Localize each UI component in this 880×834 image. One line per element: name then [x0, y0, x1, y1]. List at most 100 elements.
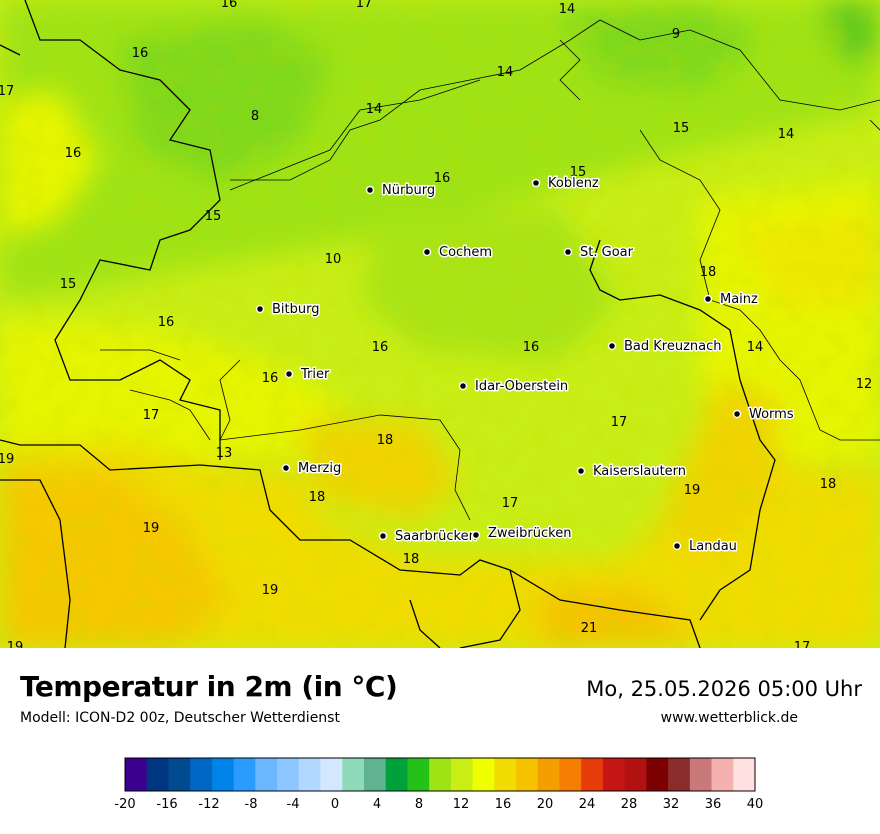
temperature-label: 18 [377, 433, 394, 448]
legend-swatch [646, 758, 669, 791]
svg-text:Worms: Worms [749, 407, 794, 422]
city-idar-oberstein[interactable]: Idar-Oberstein [458, 378, 570, 396]
legend-tick-label: 36 [705, 797, 722, 812]
temperature-label: 17 [143, 408, 160, 423]
city-markers: Nürburg Koblenz Cochem St. Goar Mainz Bi… [255, 175, 795, 556]
city-bad-kreuznach[interactable]: Bad Kreuznach [607, 338, 723, 356]
temperature-label: 14 [778, 127, 795, 142]
legend-swatch [211, 758, 235, 791]
legend-swatch [668, 758, 691, 791]
temperature-label: 18 [403, 552, 420, 567]
legend-tick-label: 12 [453, 797, 470, 812]
svg-text:Bad Kreuznach: Bad Kreuznach [624, 339, 722, 354]
legend-swatch [602, 758, 626, 791]
temperature-label: 9 [672, 27, 680, 42]
legend-swatch [168, 758, 191, 791]
legend-swatch [516, 758, 539, 791]
legend-tick-label: -8 [245, 797, 258, 812]
svg-text:Nürburg: Nürburg [382, 183, 435, 198]
temperature-map[interactable]: 16 17 14 9 16 14 17 8 14 15 14 16 16 15 … [0, 0, 880, 648]
temperature-label: 16 [523, 340, 540, 355]
legend-swatch [624, 758, 647, 791]
legend-swatch [277, 758, 300, 791]
legend-swatch [711, 758, 734, 791]
legend-tick-label: 4 [373, 797, 381, 812]
temperature-label: 14 [497, 65, 514, 80]
website-link[interactable]: www.wetterblick.de [660, 710, 798, 726]
temperature-label: 16 [65, 146, 82, 161]
temperature-label: 19 [684, 483, 701, 498]
texture-overlay [0, 0, 880, 648]
temperature-label: 16 [434, 171, 451, 186]
svg-text:Koblenz: Koblenz [548, 176, 599, 191]
model-info: Modell: ICON-D2 00z, Deutscher Wetterdie… [20, 710, 340, 726]
borders [0, 0, 776, 648]
temperature-label: 16 [221, 0, 238, 11]
legend-tick-label: 24 [579, 797, 596, 812]
temperature-label: 19 [262, 583, 279, 598]
city-landau[interactable]: Landau [672, 538, 738, 556]
city-trier[interactable]: Trier [284, 366, 331, 384]
legend-tick-label: 16 [495, 797, 512, 812]
legend-swatch [689, 758, 713, 791]
svg-text:Bitburg: Bitburg [272, 302, 320, 317]
svg-text:Merzig: Merzig [298, 461, 341, 476]
temperature-label: 19 [7, 640, 24, 648]
city-cochem[interactable]: Cochem [422, 244, 494, 262]
legend-swatches [125, 758, 756, 791]
temperature-label: 17 [0, 84, 14, 99]
legend-tick-label: 20 [537, 797, 554, 812]
legend-swatch [298, 758, 322, 791]
city-st-goar[interactable]: St. Goar [563, 244, 635, 262]
legend-tick-label: -20 [114, 797, 135, 812]
temperature-label: 13 [216, 446, 233, 461]
legend-swatch [733, 758, 756, 791]
legend-frame [124, 757, 756, 792]
city-mainz[interactable]: Mainz [703, 291, 760, 309]
svg-text:Landau: Landau [689, 539, 737, 554]
legend-tick-label: 0 [331, 797, 339, 812]
legend-ticks: -20 -16 -12 -8 -4 0 4 8 12 16 20 24 28 32 36 40 [114, 797, 763, 812]
legend-tick-label: -16 [156, 797, 177, 812]
legend-swatch [581, 758, 604, 791]
temperature-label: 17 [794, 640, 811, 648]
legend-swatch [537, 758, 560, 791]
legend-tick-label: 28 [621, 797, 638, 812]
city-worms[interactable]: Worms [732, 406, 795, 424]
temperature-label: 17 [356, 0, 373, 11]
legend-canvas: -20 -16 -12 -8 -4 0 4 8 12 16 20 24 28 32 36 40 [114, 757, 763, 812]
forecast-datetime: Mo, 25.05.2026 05:00 Uhr [586, 677, 862, 701]
map-title: Temperatur in 2m (in °C) [20, 670, 398, 703]
city-merzig[interactable]: Merzig [281, 460, 343, 478]
city-nuerburg[interactable]: Nürburg [365, 182, 437, 200]
temperature-label: 19 [0, 452, 14, 467]
temperature-label: 10 [325, 252, 342, 267]
district-borders [100, 19, 880, 521]
temperature-label: 16 [158, 315, 175, 330]
city-saarbruecken[interactable]: Saarbrücken [378, 528, 478, 546]
city-zweibruecken[interactable]: Zweibrücken [471, 525, 573, 543]
legend-swatch [233, 758, 256, 791]
legend-swatch [559, 758, 582, 791]
legend-swatch [190, 758, 213, 791]
svg-text:Cochem: Cochem [439, 245, 492, 260]
svg-text:Idar-Oberstein: Idar-Oberstein [475, 379, 568, 394]
temperature-label: 15 [673, 121, 690, 136]
temperature-label: 15 [570, 165, 587, 180]
svg-text:Saarbrücken: Saarbrücken [395, 529, 477, 544]
temperature-label: 16 [262, 371, 279, 386]
svg-text:Zweibrücken: Zweibrücken [488, 526, 571, 541]
temperature-label: 18 [700, 265, 717, 280]
temperature-label: 8 [251, 109, 259, 124]
svg-text:Kaiserslautern: Kaiserslautern [593, 464, 686, 479]
legend-tick-label: 8 [415, 797, 423, 812]
temperature-label: 14 [366, 102, 383, 117]
city-koblenz[interactable]: Koblenz [531, 175, 600, 193]
legend-swatch [363, 758, 387, 791]
legend-swatch [342, 758, 365, 791]
temperature-label: 21 [581, 621, 598, 636]
legend-swatch [385, 758, 408, 791]
city-kaiserslautern[interactable]: Kaiserslautern [576, 463, 688, 481]
temperature-label: 17 [502, 496, 519, 511]
city-bitburg[interactable]: Bitburg [255, 301, 321, 319]
